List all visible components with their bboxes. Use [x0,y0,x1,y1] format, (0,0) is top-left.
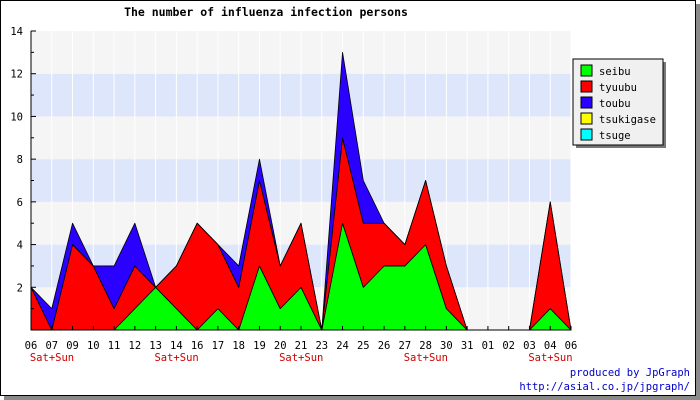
x-tick-label: 07 [45,340,58,352]
credit-line-1: produced by JpGraph [569,367,690,379]
x-tick-label: 30 [440,340,453,352]
legend-label-tsuge: tsuge [599,130,631,142]
x-tick-label: 31 [461,340,474,352]
x-tick-label: 28 [419,340,432,352]
weekend-label: Sat+Sun [154,352,198,364]
x-tick-label: 24 [336,340,349,352]
x-tick-label: 01 [482,340,495,352]
x-tick-label: 09 [66,340,79,352]
legend-swatch-tsukigase [580,112,593,125]
credit-line-2: http://asial.co.jp/jpgraph/ [519,381,690,393]
legend-label-tsukigase: tsukigase [599,114,656,126]
y-tick-label: 2 [17,282,23,294]
y-tick-label: 4 [17,240,23,252]
legend-swatch-tsuge [580,128,593,141]
x-tick-label: 27 [399,340,412,352]
x-tick-label: 06 [25,340,38,352]
legend-label-seibu: seibu [599,66,631,78]
y-tick-label: 8 [17,154,23,166]
y-tick-label: 10 [10,111,23,123]
chart-title: The number of influenza infection person… [124,5,408,19]
x-tick-label: 04 [544,340,557,352]
x-tick-label: 19 [253,340,266,352]
x-tick-label: 25 [357,340,370,352]
legend: seibu tyuubu toubu tsukigase tsuge [572,58,666,148]
x-tick-label: 11 [108,340,121,352]
legend-label-tyuubu: tyuubu [599,82,637,94]
y-tick-label: 12 [10,69,23,81]
x-tick-label: 17 [212,340,225,352]
x-tick-label: 21 [295,340,308,352]
x-tick-label: 13 [149,340,162,352]
x-tick-label: 16 [191,340,204,352]
x-tick-label: 06 [565,340,578,352]
weekend-label: Sat+Sun [404,352,448,364]
weekend-label: Sat+Sun [30,352,74,364]
x-tick-label: 12 [129,340,142,352]
x-tick-label: 23 [315,340,328,352]
weekend-label: Sat+Sun [528,352,572,364]
y-tick-label: 14 [10,26,23,38]
y-tick-label: 6 [17,197,23,209]
legend-swatch-seibu [580,64,593,77]
weekend-label: Sat+Sun [279,352,323,364]
legend-swatch-tyuubu [580,80,593,93]
x-tick-label: 18 [232,340,245,352]
legend-label-toubu: toubu [599,98,631,110]
x-tick-label: 26 [378,340,391,352]
x-tick-label: 20 [274,340,287,352]
legend-swatch-toubu [580,96,593,109]
x-tick-label: 03 [523,340,536,352]
x-tick-label: 10 [87,340,100,352]
x-tick-label: 02 [502,340,515,352]
x-tick-label: 14 [170,340,183,352]
